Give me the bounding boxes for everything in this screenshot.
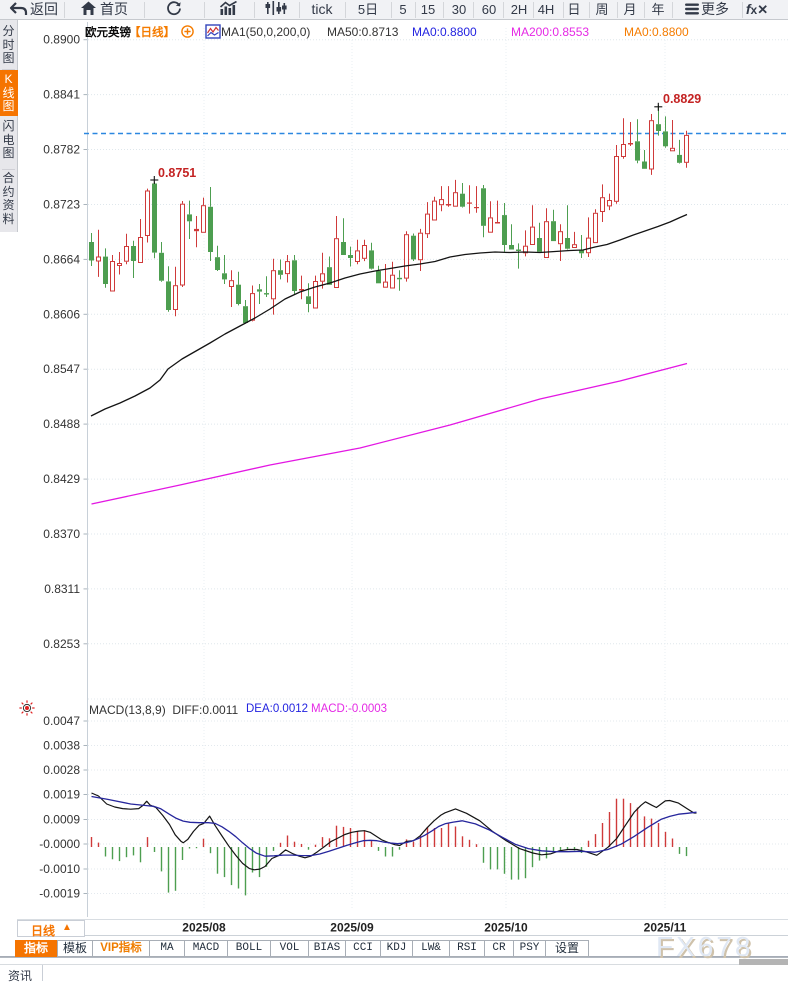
svg-text:0.8606: 0.8606: [43, 307, 80, 321]
svg-text:0.0019: 0.0019: [43, 788, 80, 802]
svg-text:0.8311: 0.8311: [44, 582, 80, 596]
svg-text:2025/08: 2025/08: [182, 921, 226, 935]
svg-text:0.8370: 0.8370: [43, 527, 80, 541]
svg-text:0.8751: 0.8751: [158, 166, 196, 180]
svg-text:0.8723: 0.8723: [43, 198, 80, 212]
svg-text:0.0028: 0.0028: [43, 763, 80, 777]
svg-text:2025/11: 2025/11: [644, 921, 687, 935]
svg-text:0.8547: 0.8547: [43, 362, 80, 376]
svg-text:0.8841: 0.8841: [43, 88, 80, 102]
svg-text:2025/09: 2025/09: [330, 921, 374, 935]
svg-text:0.0038: 0.0038: [43, 739, 80, 753]
svg-text:0.8782: 0.8782: [43, 143, 80, 157]
svg-text:0.0009: 0.0009: [43, 813, 80, 827]
svg-text:0.8900: 0.8900: [43, 33, 80, 47]
svg-text:0.8829: 0.8829: [663, 92, 701, 106]
svg-text:0.8664: 0.8664: [43, 252, 80, 266]
svg-text:-0.0010: -0.0010: [39, 862, 80, 876]
svg-text:0.8429: 0.8429: [43, 472, 80, 486]
svg-text:0.8488: 0.8488: [43, 417, 80, 431]
svg-text:2025/10: 2025/10: [484, 921, 528, 935]
svg-text:0.8253: 0.8253: [43, 637, 80, 651]
svg-text:-0.0000: -0.0000: [39, 837, 80, 851]
svg-text:0.0047: 0.0047: [43, 714, 80, 728]
svg-text:-0.0019: -0.0019: [39, 887, 80, 901]
